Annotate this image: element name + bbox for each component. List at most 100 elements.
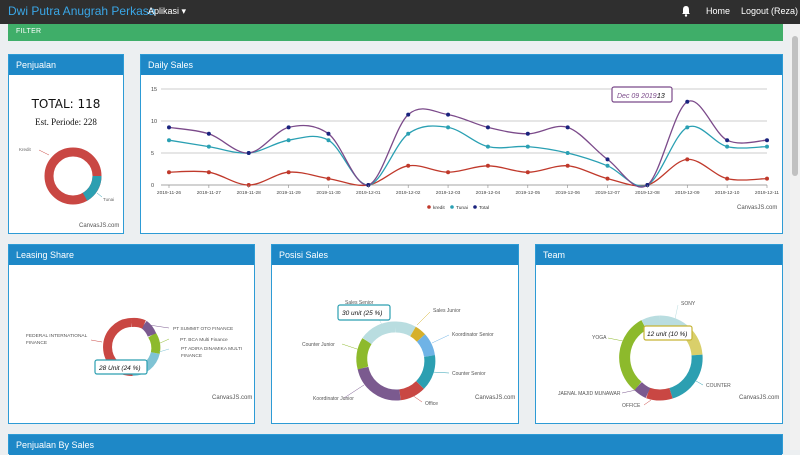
koordinator-junior-slice[interactable] xyxy=(357,366,401,401)
sony-slice-3[interactable] xyxy=(641,315,661,331)
data-point-kredit[interactable] xyxy=(326,176,331,181)
data-point-kredit[interactable] xyxy=(446,170,451,175)
data-point-total[interactable] xyxy=(765,138,769,143)
filter-bar[interactable]: FILTER xyxy=(8,24,783,41)
data-point-kredit[interactable] xyxy=(725,176,730,181)
data-point-kredit[interactable] xyxy=(485,163,490,168)
data-point-kredit[interactable] xyxy=(406,163,411,168)
x-tick-label: 2019-11-29 xyxy=(277,190,302,196)
legend-label[interactable]: Tunai xyxy=(456,205,468,211)
aplikasi-menu[interactable]: Aplikasi ▾ xyxy=(148,6,186,17)
koordinator-senior-label: Koordinator Senior xyxy=(452,332,494,338)
data-point-total[interactable] xyxy=(326,131,331,136)
x-tick-label: 2019-11-27 xyxy=(197,190,222,196)
data-point-total[interactable] xyxy=(167,125,171,130)
series-line-tunai[interactable] xyxy=(168,125,768,187)
counter-junior-slice[interactable] xyxy=(356,338,372,370)
data-point-tunai[interactable] xyxy=(525,144,530,149)
data-point-total[interactable] xyxy=(485,125,490,130)
tunai-slice[interactable] xyxy=(82,175,102,201)
office-slice[interactable] xyxy=(646,387,673,401)
data-point-tunai[interactable] xyxy=(765,144,769,149)
leasing-canvasjs-credit[interactable]: CanvasJS.com xyxy=(212,395,253,401)
scrollbar-thumb[interactable] xyxy=(792,36,798,176)
counter-slice[interactable] xyxy=(669,354,703,399)
logout-link[interactable]: Logout (Reza) xyxy=(741,6,799,16)
data-point-tunai[interactable] xyxy=(206,144,211,149)
data-point-kredit[interactable] xyxy=(605,176,610,181)
data-point-total[interactable] xyxy=(286,125,291,130)
data-point-tunai[interactable] xyxy=(446,125,451,130)
penjualan-doughnut-chart: Kredit Tunai xyxy=(19,147,114,205)
team-tooltip-text: 12 unit (10 %) xyxy=(647,331,687,338)
series-line-total[interactable] xyxy=(168,100,768,188)
bell-icon[interactable] xyxy=(681,5,691,17)
data-point-tunai[interactable] xyxy=(605,163,610,168)
data-point-total[interactable] xyxy=(725,138,730,143)
posisi-sales-panel: Posisi Sales Sales Senior Sales Junior K… xyxy=(271,244,519,424)
data-point-total[interactable] xyxy=(565,125,570,130)
data-point-tunai[interactable] xyxy=(286,138,291,143)
koordinator-senior-slice[interactable] xyxy=(416,334,435,358)
penjualan-canvasjs-credit[interactable]: CanvasJS.com xyxy=(79,223,120,229)
sales-senior-slice[interactable] xyxy=(395,321,416,337)
x-tick-label: 2019-11-26 xyxy=(157,190,182,196)
legend-marker xyxy=(427,205,431,209)
yoga-leader xyxy=(607,337,624,342)
brand-link[interactable]: Dwi Putra Anugrah Perkasa xyxy=(8,4,156,18)
data-point-tunai[interactable] xyxy=(685,125,690,130)
adira-leader-line xyxy=(158,348,170,353)
home-link[interactable]: Home xyxy=(706,6,731,16)
data-point-kredit[interactable] xyxy=(525,170,530,175)
legend-label[interactable]: kredit xyxy=(433,205,445,211)
y-tick-label: 0 xyxy=(151,183,154,189)
data-point-tunai[interactable] xyxy=(485,144,490,149)
data-point-total[interactable] xyxy=(605,157,610,162)
yoga-label: YOGA xyxy=(592,335,607,341)
sales-junior-label: Sales Junior xyxy=(433,308,461,314)
data-point-kredit[interactable] xyxy=(685,157,690,162)
daily-sales-line-chart: 2019-11-26 2019-11-27 2019-11-28 2019-11-29… xyxy=(151,86,779,211)
team-canvasjs-credit[interactable]: CanvasJS.com xyxy=(739,395,780,401)
data-point-kredit[interactable] xyxy=(565,163,570,168)
leasing-share-title: Leasing Share xyxy=(9,245,254,265)
sales-senior-label: Sales Senior xyxy=(345,300,374,306)
data-point-total[interactable] xyxy=(446,112,451,117)
data-point-tunai[interactable] xyxy=(565,151,570,155)
data-point-tunai[interactable] xyxy=(725,144,730,149)
data-point-kredit[interactable] xyxy=(286,170,291,175)
sales-senior-slice-2[interactable] xyxy=(362,321,397,345)
data-point-total[interactable] xyxy=(206,131,211,136)
data-point-kredit[interactable] xyxy=(206,170,211,175)
daily-canvasjs-credit[interactable]: CanvasJS.com xyxy=(737,205,778,211)
data-point-tunai[interactable] xyxy=(406,131,411,136)
data-point-total[interactable] xyxy=(406,112,411,117)
series-line-kredit[interactable] xyxy=(168,158,768,187)
penjualan-by-sales-title: Penjualan By Sales xyxy=(9,435,782,455)
legend-label[interactable]: Total xyxy=(479,205,489,211)
bca-slice[interactable] xyxy=(148,332,161,354)
aplikasi-label: Aplikasi xyxy=(148,6,180,16)
data-point-kredit[interactable] xyxy=(167,170,171,175)
summit-slice[interactable] xyxy=(141,320,157,337)
data-point-total[interactable] xyxy=(685,99,690,104)
posisi-canvasjs-credit[interactable]: CanvasJS.com xyxy=(475,395,516,401)
page-scrollbar[interactable] xyxy=(790,24,800,450)
daily-tooltip: Dec 09 2019: 13 xyxy=(611,86,673,103)
fif-slice-top[interactable] xyxy=(131,317,146,329)
office-leader xyxy=(643,399,652,406)
yoga-slice[interactable] xyxy=(619,320,647,391)
bca-label: PT. BCA Multi Finance xyxy=(180,337,228,343)
x-tick-label: 2019-12-02 xyxy=(396,190,421,196)
data-point-total[interactable] xyxy=(525,131,530,136)
adira-label-line2: FINANCE xyxy=(181,353,202,359)
counter-senior-slice[interactable] xyxy=(415,355,436,389)
data-point-tunai[interactable] xyxy=(167,138,171,143)
office-slice[interactable] xyxy=(398,380,424,401)
jaenal-slice[interactable] xyxy=(634,381,651,398)
data-point-tunai[interactable] xyxy=(326,138,331,143)
data-point-kredit[interactable] xyxy=(765,176,769,181)
data-point-total[interactable] xyxy=(246,151,251,155)
sales-junior-slice[interactable] xyxy=(410,326,426,342)
x-tick-label: 2019-11-28 xyxy=(237,190,262,196)
